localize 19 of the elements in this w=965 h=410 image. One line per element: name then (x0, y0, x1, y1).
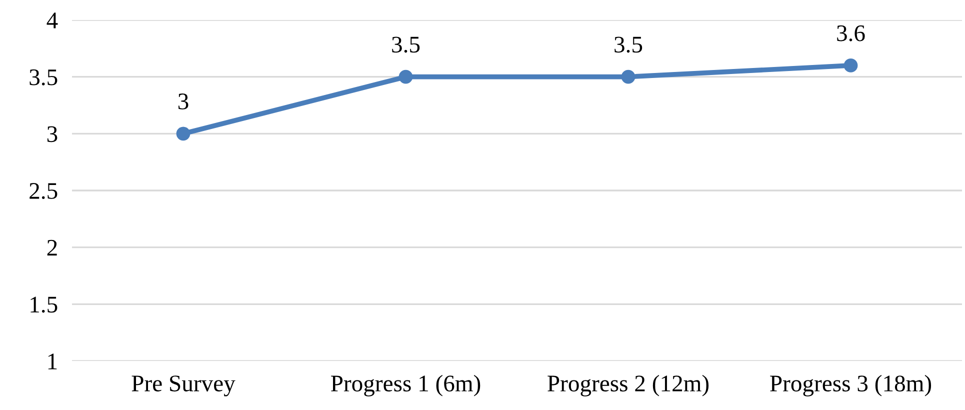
point (398, 70, 413, 84)
y-tick-label: 2 (47, 240, 57, 256)
data-label: 3.5 (392, 36, 420, 53)
y-tick-label: 2.5 (30, 183, 58, 200)
point (844, 58, 858, 72)
data-label: 3.6 (837, 25, 865, 42)
y-tick-label: 3.5 (30, 69, 58, 86)
y-tick-label: 3 (47, 126, 58, 142)
y-tick-label: 1 (48, 354, 57, 370)
x-tick-label: Progress 1 (6m) (331, 374, 480, 396)
point (621, 70, 636, 84)
point (176, 126, 190, 141)
data-label: 3 (178, 94, 188, 110)
x-tick-label: Pre Survey (132, 376, 236, 396)
x-tick-label: Progress 3 (18m) (770, 374, 932, 396)
y-tick-label: 4 (46, 12, 58, 28)
y-tick-label: 1.5 (30, 296, 58, 313)
x-tick-label: Progress 2 (12m) (548, 374, 709, 396)
data-label: 3.5 (614, 36, 642, 53)
